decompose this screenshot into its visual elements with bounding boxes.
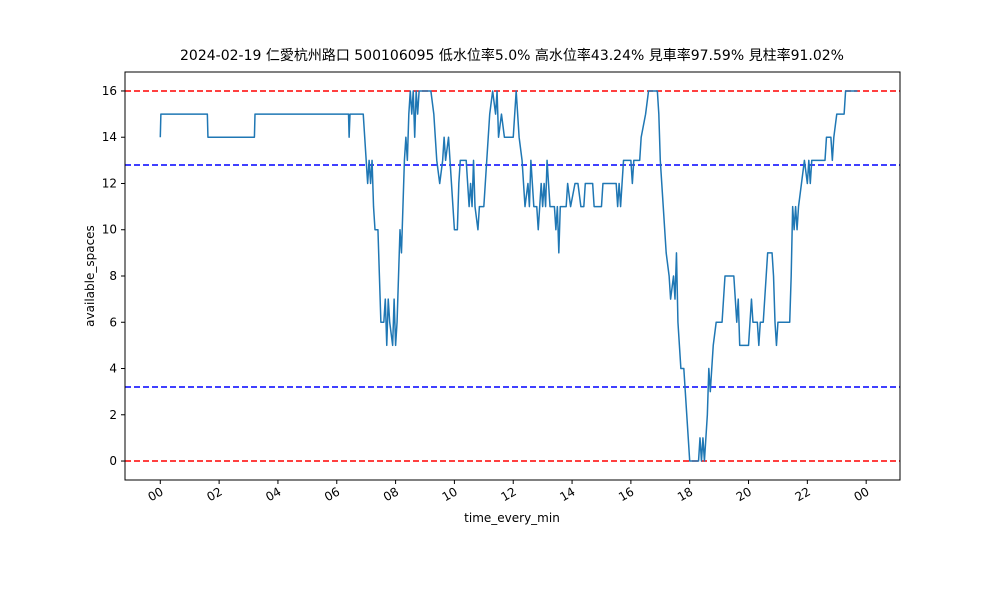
y-tick-label: 8 (109, 269, 117, 283)
x-tick-label: 12 (499, 484, 519, 504)
x-tick-label: 20 (734, 484, 754, 504)
x-tick-label: 22 (793, 484, 813, 504)
x-tick-label: 04 (263, 484, 283, 504)
y-tick-label: 0 (109, 454, 117, 468)
y-tick-label: 12 (102, 176, 117, 190)
x-tick-label: 18 (675, 484, 695, 504)
chart-title: 2024-02-19 仁愛杭州路口 500106095 低水位率5.0% 高水位… (180, 47, 844, 64)
x-tick-label: 00 (146, 484, 166, 504)
y-tick-label: 6 (109, 315, 117, 329)
plot-frame (124, 71, 901, 481)
y-tick-label: 4 (109, 362, 117, 376)
x-axis-label: time_every_min (464, 511, 560, 525)
x-tick-label: 16 (616, 484, 636, 504)
y-tick-label: 14 (102, 130, 117, 144)
x-tick-label: 14 (557, 484, 577, 504)
y-axis-label: available_spaces (83, 225, 97, 327)
y-tick-label: 10 (102, 223, 117, 237)
y-tick-label: 2 (109, 408, 117, 422)
x-tick-label: 02 (204, 484, 224, 504)
x-tick-label: 00 (851, 484, 871, 504)
x-tick-label: 08 (381, 484, 401, 504)
x-tick-label: 10 (440, 484, 460, 504)
x-tick-label: 06 (322, 484, 342, 504)
y-tick-label: 16 (102, 84, 117, 98)
data-line (159, 90, 858, 462)
